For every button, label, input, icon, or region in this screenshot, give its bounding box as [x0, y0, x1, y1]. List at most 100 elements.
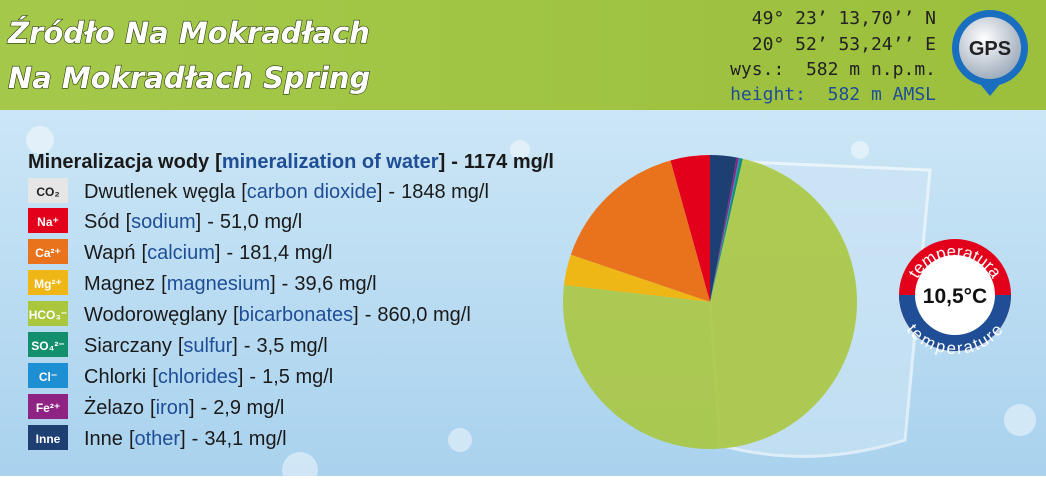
legend-entry: Dwutlenek węgla [carbon dioxide] -1848 mg/…: [84, 181, 489, 203]
pie-slice: [710, 157, 739, 302]
bracket: ]: [215, 242, 221, 264]
name-en: carbon dioxide: [247, 181, 377, 203]
subtitle: Na Mokradłach Spring: [8, 61, 370, 95]
name: Inne: [84, 428, 123, 450]
legend-entry: Magnez [magnesium] -39,6 mg/l: [84, 273, 377, 295]
symbol: HCO₃⁻: [29, 308, 68, 322]
name: Dwutlenek węgla: [84, 181, 236, 203]
bracket: ]: [232, 335, 238, 357]
bracket: [: [233, 304, 239, 326]
elevation: wys.: 582 m n.p.m.: [730, 59, 936, 80]
bracket: [: [142, 242, 148, 264]
latitude: 49° 23’ 13,70’’ N: [752, 8, 936, 29]
name-en: iron: [156, 397, 189, 419]
value-label: 3,5 mg/l: [257, 335, 328, 357]
name-en: chlorides: [158, 366, 238, 388]
dash: -: [282, 273, 289, 295]
name-en: sodium: [131, 211, 195, 233]
value-label: 51,0 mg/l: [220, 211, 302, 233]
bracket: [: [150, 397, 156, 419]
bracket: ]: [238, 366, 244, 388]
heading-en: mineralization of water: [222, 151, 439, 173]
heading: Mineralizacja wody [mineralization of wat…: [28, 151, 554, 173]
name: Żelazo: [84, 396, 144, 419]
name: Magnez: [84, 273, 155, 295]
bracket: ]: [189, 397, 195, 419]
value-label: 34,1 mg/l: [204, 428, 286, 450]
legend-entry: Wapń [calcium] -181,4 mg/l: [84, 242, 333, 264]
dash: -: [451, 151, 458, 173]
header-band: [0, 0, 1046, 110]
name-en: bicarbonates: [239, 304, 354, 326]
pie-slice: [710, 155, 737, 302]
bracket: [: [161, 273, 167, 295]
value-label: 39,6 mg/l: [294, 273, 376, 295]
symbol: SO₄²⁻: [31, 339, 64, 353]
bracket: [: [129, 428, 135, 450]
symbol: Fe²⁺: [36, 401, 60, 415]
symbol-box: [28, 394, 68, 419]
name-en: sulfur: [183, 335, 232, 357]
dash: -: [244, 335, 251, 357]
dash: -: [365, 304, 372, 326]
name: Chlorki: [84, 366, 146, 388]
symbol-box: [28, 270, 68, 295]
dash: -: [192, 428, 199, 450]
dash: -: [388, 181, 395, 203]
dash: -: [201, 397, 208, 419]
symbol-box: [28, 208, 68, 233]
name-en: magnesium: [167, 273, 270, 295]
symbol-box: [28, 363, 68, 388]
temperature-value: 10,5°C: [923, 285, 987, 308]
value-label: 181,4 mg/l: [239, 242, 332, 264]
name-en: other: [135, 428, 181, 450]
symbol: Cl⁻: [39, 370, 57, 384]
title: Źródło Na Mokradłach: [7, 16, 370, 50]
pie-slice: [563, 254, 710, 302]
symbol: CO₂: [36, 185, 59, 199]
legend-entry: Wodorowęglany [bicarbonates] -860,0 mg/l: [84, 304, 471, 326]
gps-pin: GPS: [952, 10, 1028, 96]
symbol-box: [28, 332, 68, 357]
symbol: Mg²⁺: [34, 277, 62, 291]
bracket: ]: [270, 273, 276, 295]
bubbles: [26, 126, 1036, 481]
name: Wodorowęglany: [84, 304, 227, 326]
legend-entry: Żelazo [iron] -2,9 mg/l: [84, 396, 284, 419]
pie: [563, 155, 857, 449]
dash: -: [226, 242, 233, 264]
total: 1174 mg/l: [464, 151, 554, 173]
dash: -: [249, 366, 256, 388]
bracket: ]: [196, 211, 202, 233]
pie-slice: [710, 158, 743, 302]
bracket: ]: [180, 428, 186, 450]
legend-entry: Inne [other] -34,1 mg/l: [84, 428, 287, 450]
name-en: calcium: [147, 242, 215, 264]
bracket: [: [178, 335, 184, 357]
gps-label: GPS: [969, 38, 1011, 60]
bracket: [: [241, 181, 247, 203]
legend: Mineralizacja wody [mineralization of wat…: [28, 151, 554, 450]
bracket: ]: [377, 181, 383, 203]
symbol-box: [28, 425, 68, 450]
height: height: 582 m AMSL: [730, 84, 936, 105]
legend-entry: Siarczany [sulfur] -3,5 mg/l: [84, 335, 328, 357]
pie-slice: [710, 157, 741, 302]
temperature-badge: temperatura temperature 10,5°C: [899, 239, 1011, 358]
bracket: [: [152, 366, 158, 388]
value-label: 860,0 mg/l: [377, 304, 470, 326]
symbol-box: [28, 239, 68, 264]
symbol: Ca²⁺: [35, 246, 61, 260]
symbol-box: [28, 178, 68, 203]
bracket: [: [126, 211, 132, 233]
bracket: [: [215, 151, 222, 173]
dash: -: [207, 211, 214, 233]
pie-slice: [570, 160, 710, 302]
longitude: 20° 52’ 53,24’’ E: [752, 34, 936, 55]
name: Sód: [84, 211, 120, 233]
symbol: Inne: [36, 432, 61, 446]
heading-pl: Mineralizacja wody: [28, 151, 210, 173]
pie-slice: [670, 155, 710, 302]
